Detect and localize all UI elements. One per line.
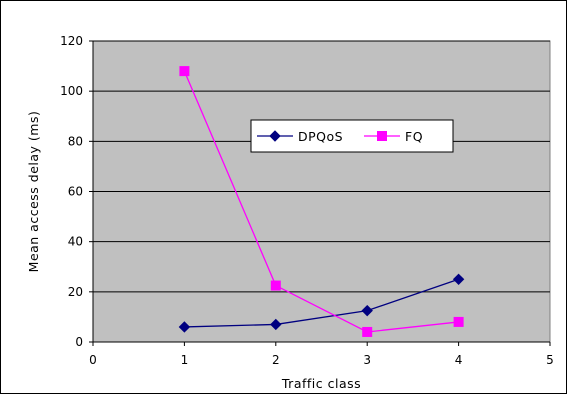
data-point — [361, 304, 373, 317]
y-tick-label: 40 — [68, 235, 83, 249]
series-line — [184, 278, 459, 328]
x-tick-label: 3 — [363, 353, 371, 367]
y-tick-label: 0 — [75, 335, 83, 349]
x-tick-label: 5 — [546, 353, 554, 367]
series-lines — [178, 66, 465, 337]
legend-label: FQ — [405, 129, 423, 144]
x-tick-label: 2 — [272, 353, 280, 367]
data-point — [453, 316, 464, 327]
series-dpqos — [178, 273, 465, 333]
y-axis-title: Mean access delay (ms) — [26, 111, 41, 273]
x-axis-title: Traffic class — [281, 376, 361, 391]
y-tick-label: 120 — [60, 34, 83, 48]
x-tick-label: 0 — [89, 353, 97, 367]
legend-items: DPQoS FQ — [257, 129, 423, 144]
y-tick-label: 60 — [68, 185, 83, 199]
legend-item: FQ — [364, 129, 423, 144]
data-point — [270, 280, 281, 291]
legend-label: DPQoS — [298, 129, 343, 144]
data-point — [362, 326, 373, 337]
legend: DPQoS FQ — [250, 119, 454, 153]
legend-marker — [377, 131, 387, 141]
data-point — [178, 321, 191, 333]
data-point — [452, 273, 465, 285]
legend-marker — [269, 130, 281, 142]
data-point — [270, 318, 282, 331]
series-line — [183, 70, 459, 333]
x-tick-label: 4 — [455, 353, 463, 367]
legend-item: DPQoS — [257, 129, 343, 144]
y-tick-label: 20 — [68, 285, 83, 299]
x-tick-label: 1 — [181, 353, 189, 367]
y-tick-label: 100 — [60, 84, 83, 98]
axes: 0 20 40 60 80 100 120 0 1 2 3 4 5 — [60, 34, 554, 367]
data-point — [179, 66, 190, 77]
series-fq — [179, 66, 464, 337]
y-tick-label: 80 — [68, 134, 83, 148]
